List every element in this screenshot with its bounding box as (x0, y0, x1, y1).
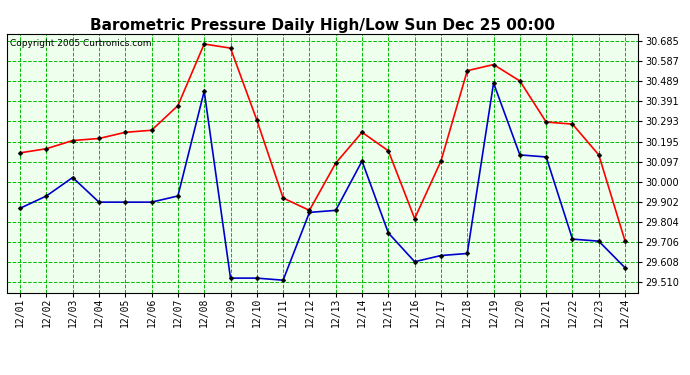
Text: Copyright 2005 Curtronics.com: Copyright 2005 Curtronics.com (10, 39, 152, 48)
Title: Barometric Pressure Daily High/Low Sun Dec 25 00:00: Barometric Pressure Daily High/Low Sun D… (90, 18, 555, 33)
